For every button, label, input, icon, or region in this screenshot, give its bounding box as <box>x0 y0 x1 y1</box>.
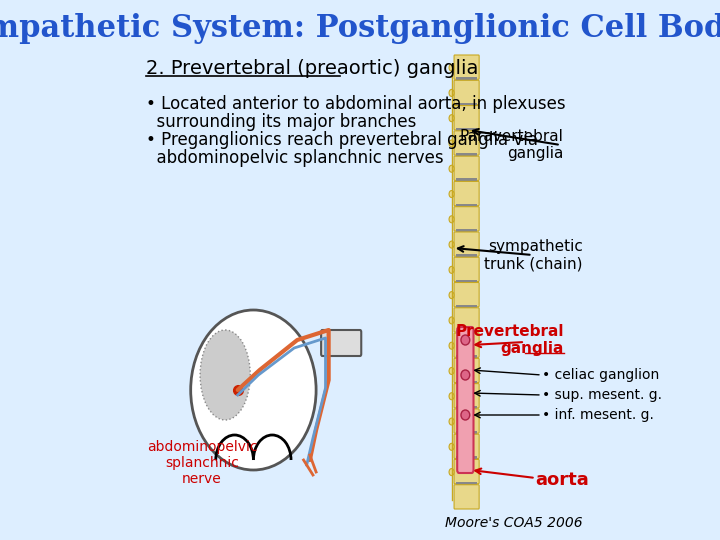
Ellipse shape <box>449 418 454 425</box>
Text: abdominopelvic
splanchnic
nerve: abdominopelvic splanchnic nerve <box>147 440 257 487</box>
Ellipse shape <box>461 335 469 345</box>
Bar <box>456 381 477 384</box>
Text: Paravertebral
ganglia: Paravertebral ganglia <box>460 129 564 161</box>
Ellipse shape <box>449 90 454 97</box>
FancyBboxPatch shape <box>454 383 479 408</box>
Text: • Preganglionics reach prevertebral ganglia via: • Preganglionics reach prevertebral gang… <box>145 131 538 149</box>
FancyBboxPatch shape <box>454 308 479 332</box>
Ellipse shape <box>449 191 454 198</box>
FancyBboxPatch shape <box>454 460 479 484</box>
FancyBboxPatch shape <box>454 434 479 458</box>
Ellipse shape <box>449 393 454 400</box>
Ellipse shape <box>449 64 454 71</box>
Ellipse shape <box>449 292 454 299</box>
Bar <box>456 431 477 435</box>
Text: abdominopelvic splanchnic nerves: abdominopelvic splanchnic nerves <box>145 149 444 167</box>
Text: Prevertebral
ganglia: Prevertebral ganglia <box>455 324 564 356</box>
Ellipse shape <box>449 317 454 324</box>
FancyBboxPatch shape <box>454 409 479 433</box>
FancyBboxPatch shape <box>454 485 479 509</box>
Text: • Located anterior to abdominal aorta, in plexuses: • Located anterior to abdominal aorta, i… <box>145 95 565 113</box>
Bar <box>456 254 477 258</box>
Bar <box>456 103 477 106</box>
Text: • celiac ganglion: • celiac ganglion <box>542 368 659 382</box>
Bar <box>456 204 477 208</box>
Bar <box>456 406 477 410</box>
Bar <box>456 153 477 157</box>
Text: aorta: aorta <box>536 471 590 489</box>
FancyBboxPatch shape <box>454 257 479 281</box>
Ellipse shape <box>200 330 251 420</box>
Bar <box>456 355 477 359</box>
Ellipse shape <box>449 443 454 450</box>
FancyBboxPatch shape <box>454 282 479 307</box>
Bar <box>456 305 477 309</box>
FancyBboxPatch shape <box>454 181 479 206</box>
Ellipse shape <box>449 216 454 223</box>
Text: sympathetic
trunk (chain): sympathetic trunk (chain) <box>484 239 582 271</box>
Ellipse shape <box>449 342 454 349</box>
FancyBboxPatch shape <box>457 327 474 473</box>
Text: • sup. mesent. g.: • sup. mesent. g. <box>542 388 662 402</box>
Ellipse shape <box>449 241 454 248</box>
FancyBboxPatch shape <box>454 333 479 357</box>
Bar <box>456 77 477 82</box>
FancyBboxPatch shape <box>454 156 479 180</box>
Text: Sympathetic System: Postganglionic Cell Bodies: Sympathetic System: Postganglionic Cell … <box>0 12 720 44</box>
Ellipse shape <box>449 140 454 147</box>
Ellipse shape <box>449 469 454 476</box>
Ellipse shape <box>191 310 316 470</box>
Ellipse shape <box>461 410 469 420</box>
Text: • inf. mesent. g.: • inf. mesent. g. <box>542 408 654 422</box>
Text: Moore's COA5 2006: Moore's COA5 2006 <box>445 516 582 530</box>
FancyBboxPatch shape <box>454 80 479 105</box>
Bar <box>456 456 477 461</box>
Ellipse shape <box>449 368 454 374</box>
FancyBboxPatch shape <box>454 232 479 256</box>
Bar <box>456 128 477 132</box>
FancyBboxPatch shape <box>454 207 479 231</box>
Ellipse shape <box>449 266 454 273</box>
Bar <box>456 280 477 284</box>
Bar <box>456 330 477 334</box>
Text: surrounding its major branches: surrounding its major branches <box>145 113 416 131</box>
FancyBboxPatch shape <box>454 55 479 79</box>
Bar <box>456 178 477 183</box>
FancyBboxPatch shape <box>454 359 479 383</box>
Text: 2. Prevertebral (preaortic) ganglia: 2. Prevertebral (preaortic) ganglia <box>145 58 478 78</box>
Ellipse shape <box>461 370 469 380</box>
FancyBboxPatch shape <box>454 131 479 155</box>
FancyBboxPatch shape <box>454 105 479 130</box>
Ellipse shape <box>449 114 454 122</box>
Bar <box>456 229 477 233</box>
FancyBboxPatch shape <box>321 330 361 356</box>
Ellipse shape <box>449 165 454 172</box>
Bar <box>456 482 477 485</box>
